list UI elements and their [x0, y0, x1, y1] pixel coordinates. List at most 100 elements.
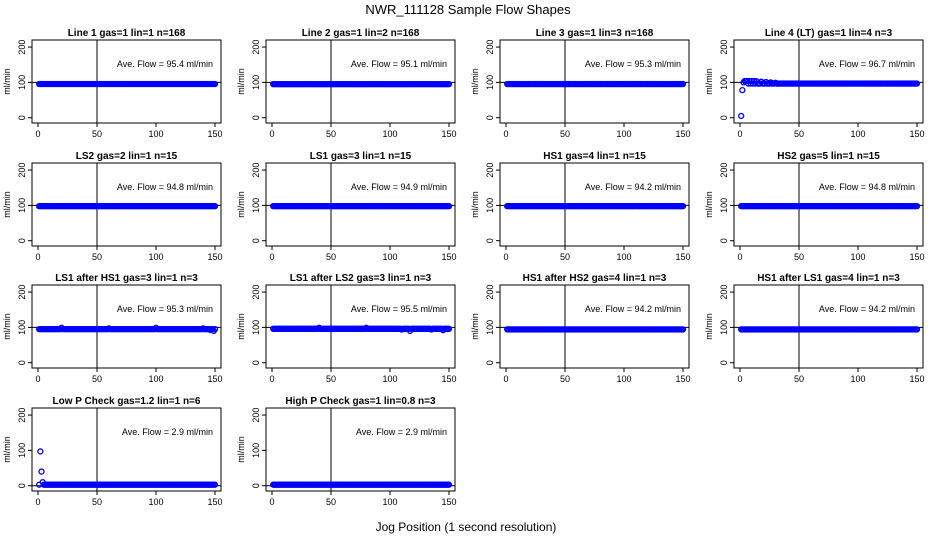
x-tick-label: 0 [503, 252, 508, 262]
y-axis-label: ml/min [236, 313, 246, 340]
y-tick-label: 200 [17, 408, 27, 423]
x-tick-label: 100 [148, 252, 163, 262]
x-tick-label: 100 [616, 374, 631, 384]
panel-title: HS1 gas=4 lin=1 n=15 [543, 151, 646, 162]
x-tick-label: 150 [441, 129, 456, 139]
panel-title: Line 1 gas=1 lin=1 n=168 [68, 28, 186, 39]
plot-frame [265, 407, 456, 492]
x-tick-label: 0 [737, 252, 742, 262]
x-tick-label: 50 [326, 129, 336, 139]
panel-title: Low P Check gas=1.2 lin=1 n=6 [53, 396, 201, 407]
chart-panel-12: HS1 after LS1 gas=4 lin=1 n=3 ml/min 0 100 2… [704, 273, 925, 384]
data-point [211, 202, 219, 210]
y-axis-label: ml/min [236, 436, 246, 463]
x-tick-label: 50 [794, 252, 804, 262]
x-tick-label: 50 [92, 252, 102, 262]
data-point [739, 87, 746, 94]
data-point [679, 326, 687, 333]
average-flow-annotation: Ave. Flow = 95.3 ml/min [585, 59, 681, 69]
y-tick-label: 0 [17, 238, 27, 243]
x-tick-label: 0 [35, 129, 40, 139]
x-tick-label: 50 [326, 374, 336, 384]
average-flow-annotation: Ave. Flow = 94.8 ml/min [117, 182, 213, 192]
panel-title: HS1 after LS1 gas=4 lin=1 n=3 [757, 273, 900, 284]
average-flow-annotation: Ave. Flow = 96.7 ml/min [819, 59, 915, 69]
chart-panel-11: HS1 after HS2 gas=4 lin=1 n=3 ml/min 0 100 2… [470, 273, 691, 384]
average-flow-annotation: Ave. Flow = 95.5 ml/min [351, 304, 447, 314]
x-tick-label: 0 [737, 129, 742, 139]
x-tick-label: 0 [269, 252, 274, 262]
x-tick-label: 150 [909, 374, 924, 384]
panel-title: Line 3 gas=1 lin=3 n=168 [536, 28, 654, 39]
y-axis-label: ml/min [2, 436, 12, 463]
plot-frame [499, 39, 690, 124]
average-flow-annotation: Ave. Flow = 2.9 ml/min [356, 427, 447, 437]
chart-panel-10: LS1 after LS2 gas=3 lin=1 n=3 ml/min 0 100 2… [236, 273, 457, 384]
x-tick-label: 100 [616, 252, 631, 262]
x-tick-label: 0 [737, 374, 742, 384]
x-tick-label: 150 [441, 252, 456, 262]
y-tick-label: 0 [719, 115, 729, 120]
y-axis-label: ml/min [470, 191, 480, 218]
x-tick-label: 50 [794, 129, 804, 139]
y-tick-label: 200 [485, 163, 495, 178]
data-point [211, 325, 219, 333]
data-point [913, 326, 921, 333]
y-tick-label: 0 [485, 238, 495, 243]
x-tick-label: 50 [92, 497, 102, 507]
x-tick-label: 50 [560, 374, 570, 384]
y-tick-label: 0 [17, 483, 27, 488]
plot-frame [499, 284, 690, 369]
average-flow-annotation: Ave. Flow = 94.2 ml/min [585, 182, 681, 192]
x-tick-label: 150 [207, 497, 222, 507]
y-tick-label: 200 [17, 285, 27, 300]
average-flow-annotation: Ave. Flow = 95.3 ml/min [117, 304, 213, 314]
chart-panel-4: Line 4 (LT) gas=1 lin=4 n=3 ml/min 0 100 200… [704, 28, 925, 139]
x-tick-label: 150 [909, 252, 924, 262]
panel-title: LS1 after LS2 gas=3 lin=1 n=3 [290, 273, 432, 284]
plot-frame [265, 39, 456, 124]
chart-panel-2: Line 2 gas=1 lin=2 n=168 ml/min 0 100 200 0 50… [236, 28, 457, 139]
chart-panel-8: HS2 gas=5 lin=1 n=15 ml/min 0 100 200 0 50 100 1… [704, 151, 925, 262]
panel-title: LS1 after HS1 gas=3 lin=1 n=3 [55, 273, 198, 284]
x-tick-label: 0 [503, 129, 508, 139]
x-tick-label: 100 [148, 497, 163, 507]
y-tick-label: 100 [17, 320, 27, 335]
average-flow-annotation: Ave. Flow = 94.2 ml/min [819, 304, 915, 314]
data-point [211, 481, 219, 488]
x-tick-label: 150 [441, 497, 456, 507]
x-tick-label: 100 [616, 129, 631, 139]
x-tick-label: 150 [675, 129, 690, 139]
x-tick-label: 0 [35, 252, 40, 262]
y-tick-label: 0 [719, 360, 729, 365]
y-tick-label: 0 [251, 115, 261, 120]
y-tick-label: 100 [485, 198, 495, 213]
y-tick-label: 100 [485, 320, 495, 335]
y-tick-label: 200 [17, 163, 27, 178]
plot-frame [733, 284, 924, 369]
data-point [679, 202, 687, 210]
plot-frame [499, 162, 690, 247]
x-tick-label: 50 [92, 374, 102, 384]
x-tick-label: 50 [560, 252, 570, 262]
average-flow-annotation: Ave. Flow = 95.4 ml/min [117, 59, 213, 69]
data-point [445, 80, 453, 88]
data-point [38, 468, 45, 475]
y-axis-label: ml/min [2, 191, 12, 218]
chart-panel-13: Low P Check gas=1.2 lin=1 n=6 ml/min 0 100 2… [2, 396, 223, 507]
x-tick-label: 50 [92, 129, 102, 139]
x-tick-label: 50 [326, 252, 336, 262]
y-tick-label: 200 [251, 40, 261, 55]
data-point [445, 202, 453, 210]
chart-panel-5: LS2 gas=2 lin=1 n=15 ml/min 0 100 200 0 50 100 1… [2, 151, 223, 262]
panel-title: LS1 gas=3 lin=1 n=15 [310, 151, 412, 162]
y-tick-label: 0 [251, 483, 261, 488]
x-tick-label: 100 [850, 129, 865, 139]
y-tick-label: 0 [485, 115, 495, 120]
x-tick-label: 100 [382, 374, 397, 384]
y-tick-label: 0 [485, 360, 495, 365]
y-tick-label: 0 [17, 115, 27, 120]
y-tick-label: 200 [485, 285, 495, 300]
plot-frame [31, 162, 222, 247]
x-tick-label: 100 [148, 374, 163, 384]
